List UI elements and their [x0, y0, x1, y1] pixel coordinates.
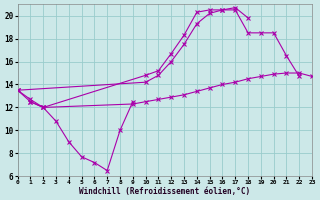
X-axis label: Windchill (Refroidissement éolien,°C): Windchill (Refroidissement éolien,°C): [79, 187, 250, 196]
